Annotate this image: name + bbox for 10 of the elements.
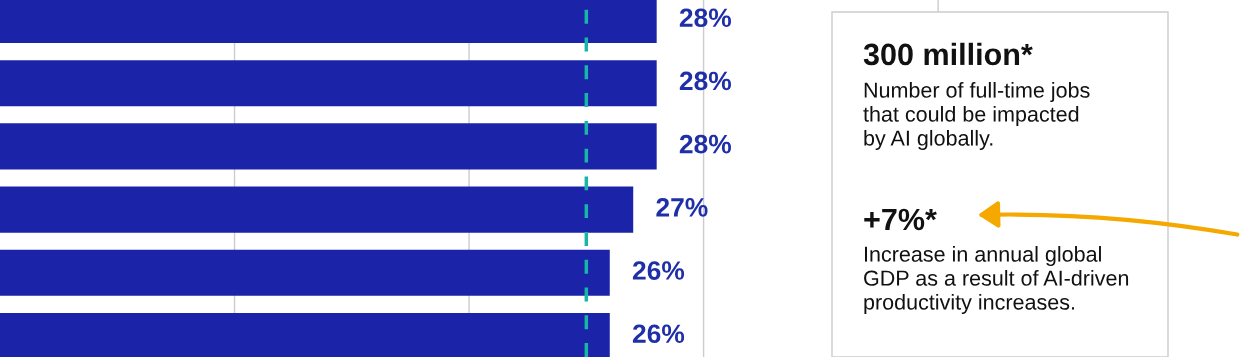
annotation: 300 million* [863,42,1033,66]
data-label: 28% [679,71,732,91]
data-label: 28% [679,134,732,154]
data-label: 26% [632,261,685,280]
annotation: Number of full-time jobs that could be impacted by AI globally. [863,82,1090,150]
annotation: +7%* [864,208,937,231]
data-label: 28% [679,8,732,28]
annotation: Increase in annual global GDP as a result of AI-driven productivity increases. [864,246,1129,314]
data-label: 26% [632,324,685,344]
data-label: 27% [656,198,708,217]
